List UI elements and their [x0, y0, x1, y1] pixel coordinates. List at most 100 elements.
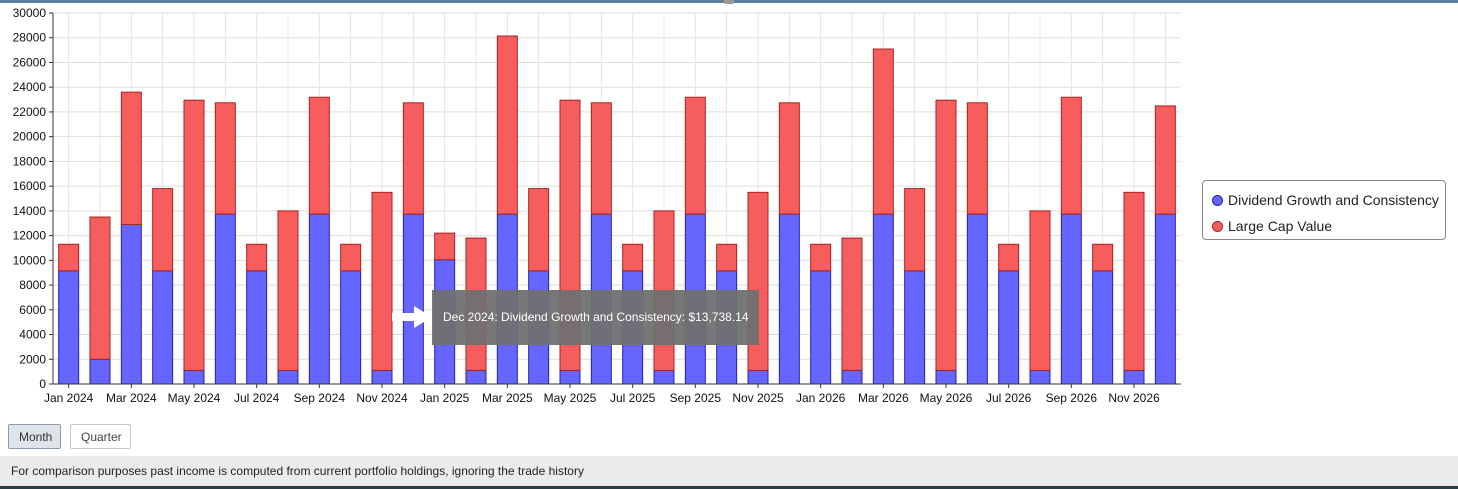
bar-large-cap-value-jun-2024[interactable]	[214, 102, 236, 215]
bar-large-cap-value-jan-2025[interactable]	[434, 232, 456, 261]
y-tick-label: 28000	[13, 31, 47, 45]
y-tick-label: 6000	[19, 303, 46, 317]
bar-large-cap-value-may-2026[interactable]	[935, 99, 957, 371]
bar-dividend-growth-dec-2024[interactable]	[402, 213, 424, 385]
bar-large-cap-value-oct-2025[interactable]	[716, 243, 738, 272]
bar-large-cap-value-dec-2025[interactable]	[778, 102, 800, 215]
bar-large-cap-value-jun-2026[interactable]	[966, 102, 988, 215]
legend-label: Dividend Growth and Consistency	[1228, 192, 1439, 208]
bar-dividend-growth-nov-2024[interactable]	[371, 369, 393, 385]
y-tick-label: 10000	[13, 253, 47, 267]
bar-dividend-growth-jun-2026[interactable]	[966, 213, 988, 385]
x-tick-label: Mar 2025	[482, 391, 533, 405]
y-tick-label: 0	[39, 377, 46, 391]
y-tick-label: 4000	[19, 328, 46, 342]
legend-item-large-cap-value[interactable]: Large Cap Value	[1212, 213, 1445, 239]
legend-item-dividend-growth[interactable]: Dividend Growth and Consistency	[1212, 187, 1445, 213]
bar-large-cap-value-jul-2024[interactable]	[246, 243, 268, 272]
bar-large-cap-value-sep-2024[interactable]	[308, 96, 330, 215]
bar-large-cap-value-jun-2025[interactable]	[590, 102, 612, 215]
bar-dividend-growth-sep-2024[interactable]	[308, 213, 330, 385]
bar-dividend-growth-dec-2025[interactable]	[778, 213, 800, 385]
chart-legend: Dividend Growth and Consistency Large Ca…	[1202, 180, 1446, 240]
bar-large-cap-value-sep-2026[interactable]	[1060, 96, 1082, 215]
footer-note: For comparison purposes past income is c…	[0, 456, 1458, 486]
bar-large-cap-value-aug-2026[interactable]	[1029, 210, 1051, 371]
x-tick-label: Nov 2026	[1108, 391, 1160, 405]
chart-gridlines	[53, 12, 1181, 385]
month-button[interactable]: Month	[8, 424, 61, 449]
tooltip-pointer-icon	[392, 306, 432, 328]
x-tick-label: Sep 2026	[1046, 391, 1098, 405]
bar-dividend-growth-nov-2026[interactable]	[1123, 369, 1145, 385]
y-tick-label: 26000	[13, 55, 47, 69]
bar-dividend-growth-mar-2026[interactable]	[872, 213, 894, 385]
x-tick-label: Jan 2025	[420, 391, 470, 405]
bar-dividend-growth-jul-2026[interactable]	[998, 270, 1020, 385]
bar-large-cap-value-jul-2026[interactable]	[998, 243, 1020, 272]
bar-large-cap-value-feb-2026[interactable]	[841, 237, 863, 371]
bar-dividend-growth-jan-2026[interactable]	[810, 270, 832, 385]
bar-dividend-growth-aug-2025[interactable]	[653, 369, 675, 385]
bar-large-cap-value-jan-2024[interactable]	[58, 243, 80, 272]
bar-dividend-growth-oct-2024[interactable]	[340, 270, 362, 385]
bar-large-cap-value-jul-2025[interactable]	[622, 243, 644, 272]
x-tick-label: Mar 2024	[106, 391, 157, 405]
bar-large-cap-value-dec-2024[interactable]	[402, 102, 424, 215]
bar-large-cap-value-feb-2024[interactable]	[89, 216, 111, 360]
bar-large-cap-value-mar-2025[interactable]	[496, 35, 518, 215]
x-tick-label: Sep 2024	[294, 391, 346, 405]
bar-large-cap-value-oct-2024[interactable]	[340, 243, 362, 272]
bar-dividend-growth-oct-2026[interactable]	[1092, 270, 1114, 385]
bar-dividend-growth-mar-2024[interactable]	[120, 223, 142, 385]
x-tick-label: Sep 2025	[670, 391, 722, 405]
bar-dividend-growth-jul-2024[interactable]	[246, 270, 268, 385]
bar-dividend-growth-apr-2024[interactable]	[152, 270, 174, 385]
bar-large-cap-value-apr-2026[interactable]	[904, 188, 926, 272]
bar-large-cap-value-may-2024[interactable]	[183, 99, 205, 371]
bar-large-cap-value-aug-2024[interactable]	[277, 210, 299, 371]
bar-large-cap-value-sep-2025[interactable]	[684, 96, 706, 215]
bar-large-cap-value-apr-2025[interactable]	[528, 188, 550, 272]
footer-note-text: For comparison purposes past income is c…	[11, 464, 584, 478]
tooltip-text: Dec 2024: Dividend Growth and Consistenc…	[443, 310, 749, 324]
bar-large-cap-value-jan-2026[interactable]	[810, 243, 832, 272]
y-tick-label: 2000	[19, 352, 46, 366]
bar-dividend-growth-nov-2025[interactable]	[747, 369, 769, 385]
quarter-button[interactable]: Quarter	[70, 424, 131, 449]
y-tick-label: 22000	[13, 105, 47, 119]
bar-dividend-growth-feb-2025[interactable]	[465, 369, 487, 385]
income-bar-chart: 0 2000 4000 6000 8000 10000 12000 14000 16000 180…	[13, 6, 1181, 405]
bar-dividend-growth-aug-2024[interactable]	[277, 369, 299, 385]
bar-dividend-growth-may-2025[interactable]	[559, 369, 581, 385]
tooltip-box	[432, 290, 759, 345]
bar-dividend-growth-may-2026[interactable]	[935, 369, 957, 385]
y-tick-label: 24000	[13, 80, 47, 94]
y-tick-label: 20000	[13, 130, 47, 144]
bar-large-cap-value-oct-2026[interactable]	[1092, 243, 1114, 272]
chart-axes: 0 2000 4000 6000 8000 10000 12000 14000 16000 180…	[13, 6, 1181, 405]
bar-large-cap-value-nov-2024[interactable]	[371, 191, 393, 371]
y-tick-label: 30000	[13, 6, 47, 20]
y-tick-label: 18000	[13, 154, 47, 168]
x-tick-label: May 2026	[920, 391, 973, 405]
bar-large-cap-value-dec-2026[interactable]	[1154, 105, 1176, 215]
bar-dividend-growth-feb-2024[interactable]	[89, 358, 111, 385]
bar-dividend-growth-sep-2026[interactable]	[1060, 213, 1082, 385]
resize-handle-icon[interactable]	[724, 0, 734, 4]
x-tick-label: Jan 2026	[796, 391, 846, 405]
bar-dividend-growth-jun-2024[interactable]	[214, 213, 236, 385]
bar-dividend-growth-jan-2024[interactable]	[58, 270, 80, 385]
bar-dividend-growth-apr-2026[interactable]	[904, 270, 926, 385]
bar-dividend-growth-may-2024[interactable]	[183, 369, 205, 385]
bar-large-cap-value-mar-2026[interactable]	[872, 48, 894, 215]
bar-large-cap-value-nov-2026[interactable]	[1123, 191, 1145, 371]
bar-large-cap-value-mar-2024[interactable]	[120, 91, 142, 225]
bar-dividend-growth-feb-2026[interactable]	[841, 369, 863, 385]
bar-dividend-growth-aug-2026[interactable]	[1029, 369, 1051, 385]
bar-dividend-growth-dec-2026[interactable]	[1154, 213, 1176, 385]
x-tick-label: May 2024	[168, 391, 221, 405]
legend-swatch-red-icon	[1212, 220, 1223, 232]
bar-large-cap-value-apr-2024[interactable]	[152, 188, 174, 272]
x-tick-label: Jan 2024	[44, 391, 94, 405]
